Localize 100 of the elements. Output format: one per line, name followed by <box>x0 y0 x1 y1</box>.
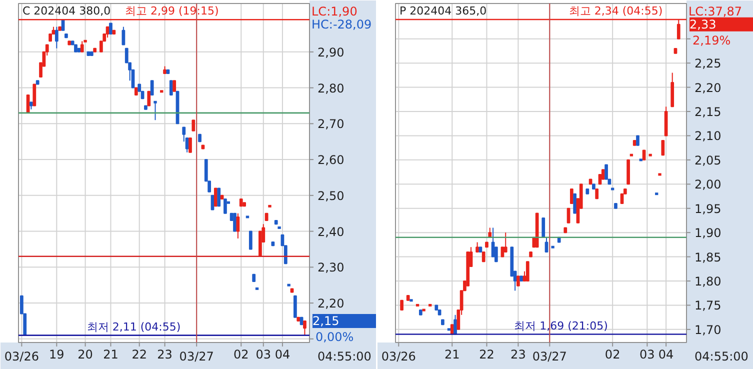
y-tick-label: 1,80 <box>694 274 722 288</box>
x-tick-label: 21 <box>103 348 118 362</box>
annotation: 최저 2,11 (04:55) <box>86 320 181 334</box>
candlestick <box>150 80 154 96</box>
text: 0,00% <box>316 330 354 344</box>
candlestick <box>255 287 259 290</box>
y-tick-label: 2,20 <box>318 296 344 311</box>
y-tick-label: 1,70 <box>694 322 722 337</box>
candlestick <box>80 40 84 52</box>
x-tick-label: 22 <box>479 348 494 362</box>
text: LC:1,90 <box>312 4 358 18</box>
y-tick-label: 2,60 <box>318 153 344 168</box>
y-tick-label: 1,90 <box>694 226 722 240</box>
y-tick-label: 2,10 <box>694 129 722 144</box>
candlestick <box>192 120 196 132</box>
candlestick <box>551 246 554 248</box>
annotation: 최고 2,34 (04:55) <box>568 4 663 18</box>
candlestick <box>172 80 176 92</box>
text: 2,19% <box>692 33 731 48</box>
candlestick <box>214 188 218 207</box>
candlestick <box>416 304 420 306</box>
candlestick <box>476 242 479 252</box>
x-tick-label: 03/26 <box>4 350 39 364</box>
candlestick <box>278 226 281 229</box>
x-tick-label: 03 <box>256 348 272 362</box>
y-tick-label: 2,15 <box>694 104 722 119</box>
y-tick-label: 2,20 <box>694 80 722 95</box>
candlestick <box>566 208 570 224</box>
x-tick-label: 22 <box>132 348 147 362</box>
candlestick <box>595 188 599 200</box>
x-tick-label: 02 <box>604 348 620 362</box>
candlestick <box>410 299 413 302</box>
y-tick-label: 2,05 <box>694 153 722 168</box>
candlestick <box>188 138 192 153</box>
candlestick <box>287 284 290 286</box>
candlestick <box>109 22 112 34</box>
candlestick <box>428 304 432 306</box>
candlestick <box>500 246 504 258</box>
candlestick <box>400 300 404 311</box>
x-tick-label: 02 <box>233 348 249 362</box>
candlestick <box>293 295 297 318</box>
chart-title: P 202404 365,0 <box>400 4 487 18</box>
candlestick <box>106 26 110 38</box>
candlestick <box>210 194 214 210</box>
candlestick <box>544 236 548 252</box>
candlestick <box>648 154 652 156</box>
candlestick <box>26 94 30 114</box>
candlestick <box>303 320 306 336</box>
candlestick <box>573 193 576 214</box>
candlestick <box>233 212 236 232</box>
candlestick <box>246 216 250 218</box>
x-tick-label: 03/27 <box>532 350 567 364</box>
candlestick <box>122 26 126 46</box>
x-tick-label: 19 <box>49 348 64 362</box>
y-tick-label: 2,40 <box>318 224 344 239</box>
x-tick-label: 23 <box>157 348 172 362</box>
candlestick <box>169 80 173 96</box>
y-tick-label: 2,50 <box>318 188 344 203</box>
y-tick-label: 2,90 <box>318 45 344 60</box>
candlestick <box>217 188 221 207</box>
x-tick-label: 23 <box>510 348 526 362</box>
y-tick-label: 2,25 <box>694 56 722 71</box>
x-tick-label: 03/26 <box>381 350 416 364</box>
y-tick-label: 2,80 <box>318 81 344 96</box>
candlestick <box>147 90 151 106</box>
candlestick <box>636 135 640 146</box>
candlestick <box>610 188 614 190</box>
candlestick <box>542 218 546 238</box>
text: 04:55:00 <box>694 350 748 364</box>
text: LC:37,87 <box>688 4 742 18</box>
y-tick-label: 1,85 <box>694 250 722 264</box>
candlestick <box>642 150 646 160</box>
text: 2,33 <box>690 17 716 32</box>
candlestick <box>482 251 486 262</box>
y-tick-label: 2,70 <box>318 117 344 132</box>
candlestick <box>236 212 240 239</box>
candlestick <box>224 198 227 214</box>
candlestick <box>160 90 164 93</box>
text: HC:-28,09 <box>312 18 372 32</box>
candlestick <box>516 276 520 286</box>
candlestick <box>447 328 451 331</box>
candlestick <box>639 158 642 162</box>
candlestick <box>185 138 189 153</box>
x-tick-label: 21 <box>444 348 460 362</box>
y-tick-label: 1,75 <box>694 298 722 313</box>
y-tick-label: 2,30 <box>318 260 344 275</box>
candlestick <box>154 100 157 121</box>
candlestick <box>268 204 272 208</box>
x-tick-label: 20 <box>78 348 93 362</box>
chart-title: C 202404 380,0 <box>22 4 111 18</box>
candlestick <box>655 192 658 196</box>
candlestick <box>630 154 634 156</box>
candlestick <box>570 188 574 204</box>
x-tick-label: 03/27 <box>179 350 214 364</box>
candlestick <box>661 140 665 156</box>
candlestick <box>32 84 36 106</box>
candlestick <box>658 173 662 176</box>
y-tick-label: 2,00 <box>694 178 722 192</box>
x-tick-label: 04 <box>274 348 290 362</box>
x-tick-label: 03 <box>640 348 655 362</box>
